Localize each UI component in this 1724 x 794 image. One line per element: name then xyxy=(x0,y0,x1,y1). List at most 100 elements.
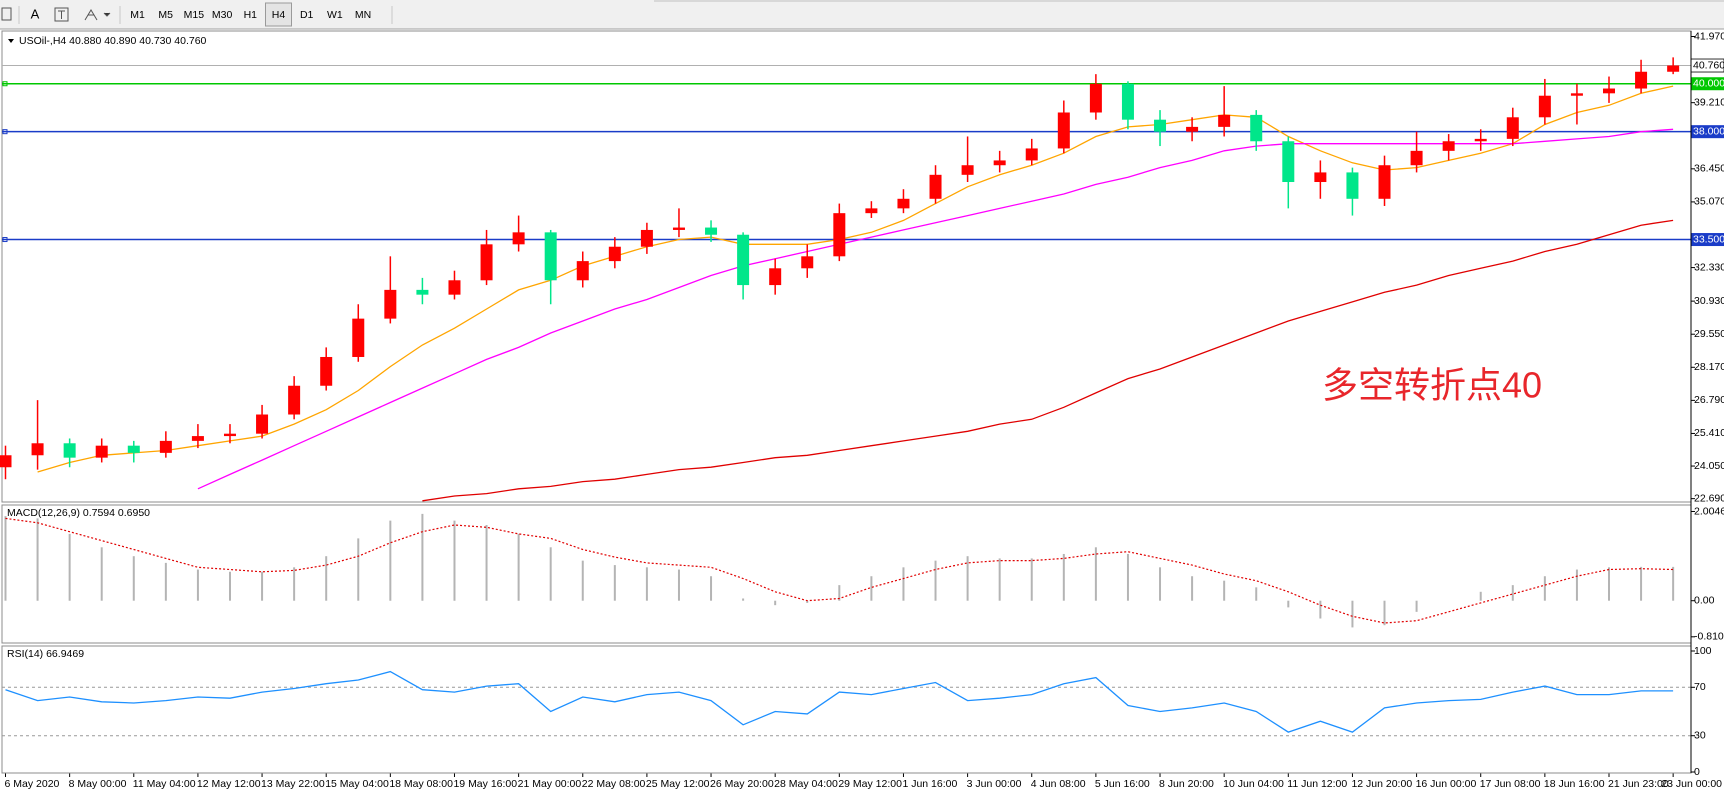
timeframe-button[interactable]: M5 xyxy=(158,9,173,21)
candle-body xyxy=(929,174,942,199)
candle-body xyxy=(1186,126,1199,132)
icon[interactable] xyxy=(1,7,12,21)
candle-body xyxy=(1218,114,1231,127)
icon-arrows[interactable] xyxy=(84,9,98,21)
chart-title: USOil-,H4 40.880 40.890 40.730 40.760 xyxy=(19,35,207,47)
x-tick-label: 21 Jun 23:00 xyxy=(1608,778,1669,790)
candle-body xyxy=(95,445,108,458)
icon-dropdown xyxy=(103,12,111,17)
candle-body xyxy=(320,356,333,386)
x-tick-label: 1 Jun 16:00 xyxy=(902,778,957,790)
candle-body xyxy=(769,268,782,286)
y-tick-label: 29.550 xyxy=(1694,328,1724,340)
timeframe-button[interactable]: H1 xyxy=(244,9,258,21)
candle-body xyxy=(480,244,493,281)
timeframe-button[interactable]: M1 xyxy=(130,9,145,21)
price-label-box xyxy=(1691,125,1724,139)
x-tick-label: 8 May 00:00 xyxy=(69,778,127,790)
y-tick-label: -0.8108 xyxy=(1694,631,1724,643)
candle-body xyxy=(608,246,621,262)
price-label-box xyxy=(1691,233,1724,247)
x-tick-label: 11 May 04:00 xyxy=(133,778,196,790)
candle-body xyxy=(897,198,910,209)
x-tick-label: 18 Jun 16:00 xyxy=(1544,778,1605,790)
x-tick-label: 22 May 08:00 xyxy=(582,778,646,790)
candle-body xyxy=(1603,88,1615,94)
candle-body xyxy=(1378,165,1391,199)
candle-body xyxy=(288,385,301,415)
y-tick-label: 35.070 xyxy=(1694,196,1724,208)
candle-body xyxy=(512,232,525,245)
candle-body xyxy=(672,227,685,230)
timeframe-button[interactable]: W1 xyxy=(327,9,343,21)
y-tick-label: 39.210 xyxy=(1694,96,1724,108)
candle-body xyxy=(127,445,140,453)
candle-body xyxy=(865,208,878,214)
line-handle xyxy=(2,81,8,87)
panel-frame xyxy=(1,504,1692,644)
x-tick-label: 8 Jun 20:00 xyxy=(1159,778,1214,790)
candle-body xyxy=(1057,112,1070,149)
panel-frame xyxy=(1,30,1692,503)
candle-body xyxy=(833,213,846,257)
candle-body xyxy=(191,436,204,441)
moving-average xyxy=(37,85,1674,473)
x-tick-label: 25 May 12:00 xyxy=(646,778,710,790)
y-tick-label: 22.690 xyxy=(1694,492,1724,504)
y-tick-label: 32.330 xyxy=(1694,261,1724,273)
timeframe-button[interactable]: M30 xyxy=(212,9,233,21)
timeframe-button[interactable]: MN xyxy=(355,9,371,21)
candle-body xyxy=(1121,83,1134,120)
candle-body xyxy=(576,261,589,281)
candle-body xyxy=(640,229,653,247)
macd-signal xyxy=(5,517,1674,624)
y-tick-label: 0.00 xyxy=(1694,594,1715,606)
current-price-label: 40.760 xyxy=(1693,59,1724,71)
candle-body xyxy=(1314,172,1327,183)
moving-average xyxy=(197,128,1674,490)
candle-body xyxy=(1635,71,1648,89)
timeframe-active xyxy=(265,2,292,27)
candle-body xyxy=(448,280,461,295)
y-tick-label: 100 xyxy=(1694,645,1712,657)
timeframe-button[interactable]: D1 xyxy=(300,9,314,21)
y-tick-label: 28.170 xyxy=(1694,361,1724,373)
y-tick-label: 2.0046 xyxy=(1694,505,1724,517)
x-tick-label: 18 May 08:00 xyxy=(389,778,453,790)
x-tick-label: 6 May 2020 xyxy=(5,778,60,790)
candle-body xyxy=(993,160,1006,166)
x-tick-label: 29 May 12:00 xyxy=(838,778,902,790)
candle-body xyxy=(1089,83,1102,113)
x-tick-label: 3 Jun 00:00 xyxy=(967,778,1022,790)
timeframe-button[interactable]: H4 xyxy=(272,9,286,21)
candle-body xyxy=(1154,119,1167,132)
toolbar xyxy=(0,0,1724,29)
candle-body xyxy=(705,227,718,235)
y-tick-label: 70 xyxy=(1694,681,1706,693)
x-tick-label: 23 Jun 00:00 xyxy=(1661,778,1722,790)
y-tick-label: 25.410 xyxy=(1694,427,1724,439)
candle-body xyxy=(1250,114,1263,142)
line-handle xyxy=(2,129,8,135)
y-tick-label: 0 xyxy=(1694,766,1700,778)
candle-body xyxy=(1506,117,1519,139)
timeframe-button[interactable]: M15 xyxy=(184,9,205,21)
candle-body xyxy=(1667,65,1680,72)
candle-body xyxy=(1570,93,1583,96)
candle-body xyxy=(1346,172,1359,199)
x-tick-label: 15 May 04:00 xyxy=(325,778,389,790)
candle-body xyxy=(1538,95,1551,118)
y-tick-label: 30 xyxy=(1694,729,1706,741)
price-label: 38.000 xyxy=(1693,125,1724,137)
price-label: 40.000 xyxy=(1693,78,1724,90)
icon-text[interactable] xyxy=(54,7,69,22)
x-tick-label: 13 May 22:00 xyxy=(261,778,325,790)
tool-text[interactable]: A xyxy=(31,6,40,21)
candle-body xyxy=(1025,148,1038,161)
candle-body xyxy=(544,232,557,281)
y-tick-label: 41.970 xyxy=(1694,30,1724,42)
candle-body xyxy=(159,440,172,453)
x-tick-label: 26 May 20:00 xyxy=(710,778,774,790)
